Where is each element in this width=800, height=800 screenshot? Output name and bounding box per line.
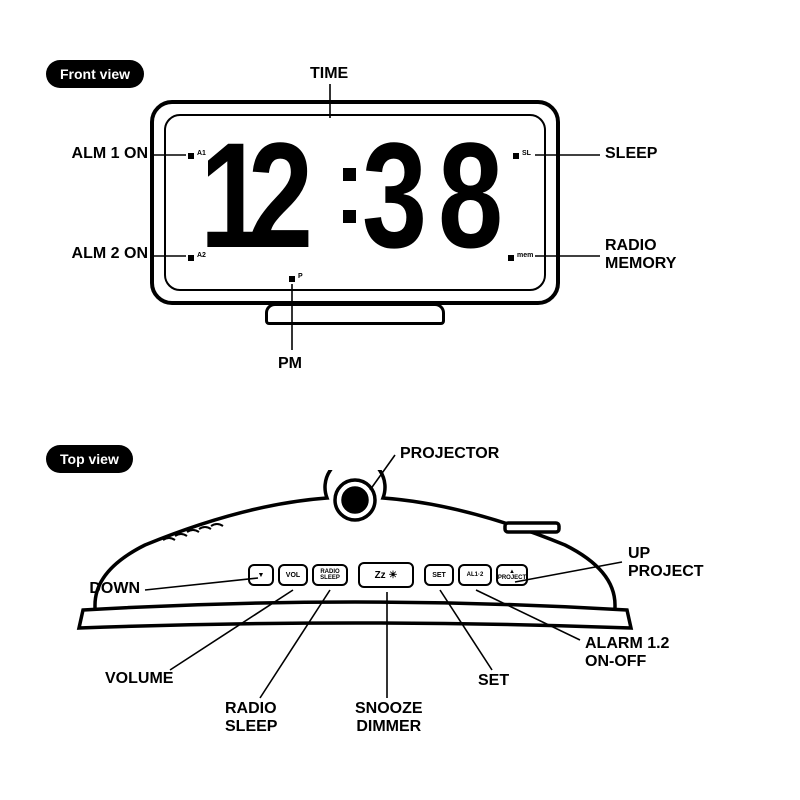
time-label: TIME <box>310 65 348 83</box>
up-project-button[interactable]: ▲ PROJECT <box>496 564 528 586</box>
volume-label: VOLUME <box>105 670 173 688</box>
snooze-dimmer-label: SNOOZE DIMMER <box>355 700 423 737</box>
clock-top-body <box>75 470 635 640</box>
snooze-button[interactable]: Zz ☀ <box>358 562 414 588</box>
p-indicator: P <box>298 273 303 280</box>
sl-indicator-dot <box>513 153 519 159</box>
time-display: 1 2 3 8 <box>200 120 510 290</box>
front-view-badge: Front view <box>46 60 144 88</box>
top-view-badge: Top view <box>46 445 133 473</box>
radio-memory-label: RADIO MEMORY <box>605 237 676 274</box>
radio-sleep-label: RADIO SLEEP <box>225 700 277 737</box>
alm1-label: ALM 1 ON <box>48 145 148 163</box>
mem-indicator-dot <box>508 255 514 261</box>
alm1-indicator-dot <box>188 153 194 159</box>
pm-indicator-dot <box>289 276 295 282</box>
a2-indicator: A2 <box>197 252 206 259</box>
alarm12-button[interactable]: AL1·2 <box>458 564 492 586</box>
alarm12-label: ALARM 1.2 ON-OFF <box>585 635 669 672</box>
set-label: SET <box>478 672 509 690</box>
sl-indicator: SL <box>522 150 531 157</box>
pm-label: PM <box>278 355 302 373</box>
colon-icon <box>343 162 357 232</box>
alm2-indicator-dot <box>188 255 194 261</box>
sleep-label: SLEEP <box>605 145 657 163</box>
mem-indicator: mem <box>517 252 533 259</box>
up-project-label: UP PROJECT <box>628 545 704 582</box>
radio-sleep-button[interactable]: RADIO SLEEP <box>312 564 348 586</box>
set-button[interactable]: SET <box>424 564 454 586</box>
alm2-label: ALM 2 ON <box>48 245 148 263</box>
a1-indicator: A1 <box>197 150 206 157</box>
clock-front-base <box>265 303 445 325</box>
vol-button[interactable]: VOL <box>278 564 308 586</box>
down-button[interactable]: ▼ <box>248 564 274 586</box>
down-label: DOWN <box>70 580 140 598</box>
projector-label: PROJECTOR <box>400 445 499 463</box>
